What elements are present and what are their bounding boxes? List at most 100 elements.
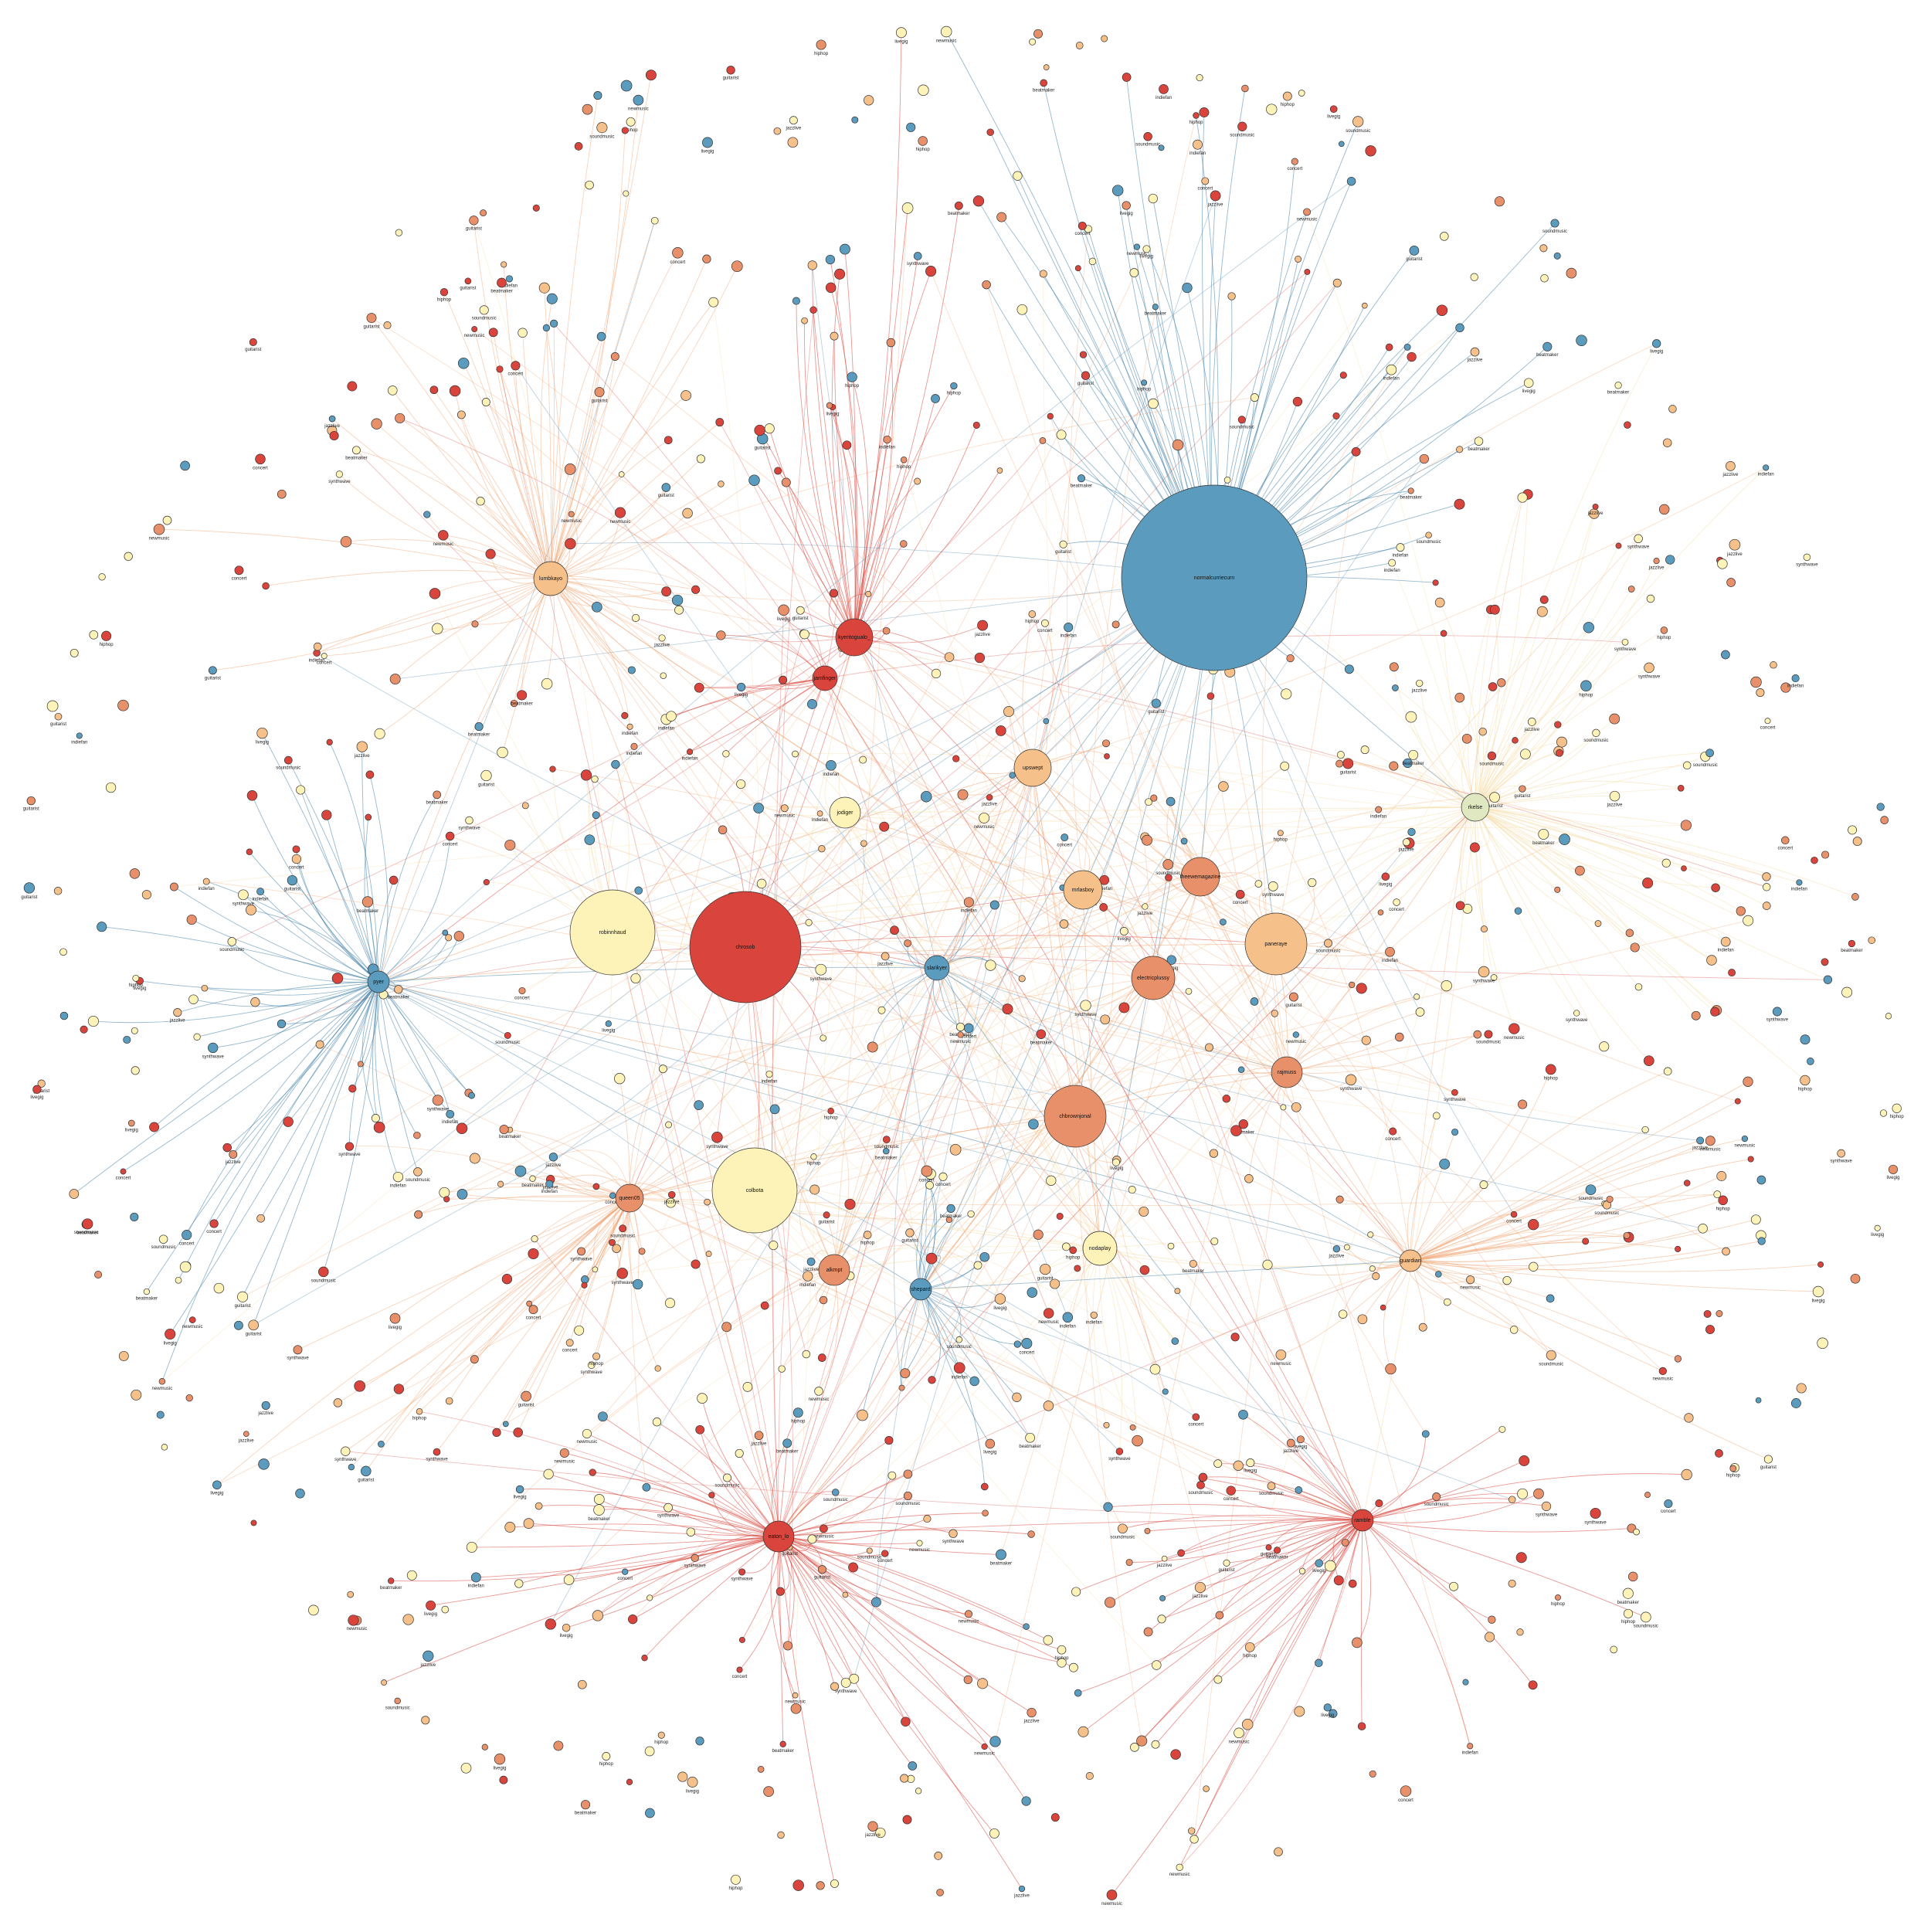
graph-node[interactable] <box>1764 718 1771 725</box>
graph-node[interactable] <box>1268 881 1278 891</box>
graph-node[interactable] <box>1736 906 1746 916</box>
graph-node[interactable] <box>517 690 528 701</box>
graph-node[interactable] <box>1868 936 1875 944</box>
graph-node[interactable] <box>1157 1615 1166 1624</box>
graph-node[interactable] <box>877 1006 886 1014</box>
graph-node[interactable] <box>1129 1424 1136 1431</box>
graph-node[interactable] <box>748 474 760 486</box>
graph-node[interactable] <box>582 104 593 115</box>
graph-node[interactable] <box>671 594 684 606</box>
graph-node[interactable] <box>1451 1128 1459 1136</box>
graph-node[interactable] <box>479 305 489 315</box>
graph-node[interactable] <box>179 1261 192 1273</box>
graph-node[interactable] <box>1484 1030 1493 1039</box>
graph-node[interactable] <box>995 725 1006 736</box>
graph-node[interactable] <box>1105 1597 1116 1608</box>
graph-node[interactable] <box>1104 753 1110 759</box>
graph-node[interactable] <box>1538 828 1549 840</box>
graph-node[interactable] <box>1333 1575 1344 1586</box>
hub-node[interactable] <box>1351 1509 1374 1532</box>
graph-node[interactable] <box>513 1428 523 1438</box>
graph-node[interactable] <box>521 1390 531 1402</box>
graph-node[interactable] <box>1193 139 1203 150</box>
graph-node[interactable] <box>131 1027 138 1034</box>
graph-node[interactable] <box>1800 1075 1811 1086</box>
graph-node[interactable] <box>996 467 1003 474</box>
graph-node[interactable] <box>89 630 99 640</box>
graph-node[interactable] <box>250 997 260 1007</box>
graph-node[interactable] <box>1498 1425 1506 1433</box>
hub-node[interactable] <box>1244 912 1308 976</box>
graph-node[interactable] <box>1772 1007 1782 1017</box>
graph-node[interactable] <box>1380 1304 1386 1311</box>
graph-node[interactable] <box>1039 270 1047 278</box>
graph-node[interactable] <box>442 929 449 936</box>
graph-node[interactable] <box>1170 1749 1181 1760</box>
graph-node[interactable] <box>1592 728 1600 737</box>
graph-node[interactable] <box>773 127 782 135</box>
graph-node[interactable] <box>687 1777 698 1788</box>
graph-node[interactable] <box>559 1448 569 1458</box>
graph-node[interactable] <box>1634 534 1643 544</box>
graph-node[interactable] <box>1074 1265 1081 1272</box>
graph-node[interactable] <box>977 1678 989 1689</box>
graph-node[interactable] <box>1508 1023 1520 1034</box>
graph-node[interactable] <box>1400 1785 1412 1797</box>
graph-node[interactable] <box>1056 430 1067 440</box>
graph-node[interactable] <box>531 1235 538 1243</box>
graph-node[interactable] <box>1517 492 1528 503</box>
graph-node[interactable] <box>1837 1149 1846 1158</box>
graph-node[interactable] <box>1292 396 1303 407</box>
graph-node[interactable] <box>627 666 636 674</box>
graph-node[interactable] <box>149 1122 160 1132</box>
graph-node[interactable] <box>1644 662 1654 674</box>
graph-node[interactable] <box>80 1025 88 1034</box>
graph-node[interactable] <box>593 91 602 100</box>
graph-node[interactable] <box>1497 678 1506 688</box>
graph-node[interactable] <box>1780 682 1791 693</box>
graph-node[interactable] <box>131 1066 140 1075</box>
graph-node[interactable] <box>809 306 817 314</box>
graph-node[interactable] <box>967 1210 975 1218</box>
graph-node[interactable] <box>101 630 112 641</box>
graph-node[interactable] <box>1375 1499 1383 1508</box>
graph-node[interactable] <box>1546 1294 1555 1303</box>
graph-node[interactable] <box>849 1673 860 1684</box>
graph-node[interactable] <box>1013 171 1023 181</box>
graph-node[interactable] <box>1021 1338 1033 1350</box>
graph-node[interactable] <box>996 212 1007 222</box>
graph-node[interactable] <box>1033 29 1043 39</box>
graph-node[interactable] <box>1196 74 1203 82</box>
graph-node[interactable] <box>453 931 464 942</box>
graph-node[interactable] <box>1220 918 1227 925</box>
graph-node[interactable] <box>1888 1164 1899 1174</box>
graph-node[interactable] <box>1377 909 1384 916</box>
graph-node[interactable] <box>1143 1627 1153 1637</box>
graph-node[interactable] <box>258 1458 270 1470</box>
graph-node[interactable] <box>1062 1312 1074 1323</box>
graph-node[interactable] <box>814 1387 823 1396</box>
graph-node[interactable] <box>1230 1125 1242 1136</box>
graph-node[interactable] <box>1582 1238 1590 1245</box>
graph-node[interactable] <box>1606 1195 1614 1204</box>
graph-node[interactable] <box>694 1100 704 1110</box>
graph-node[interactable] <box>222 1143 232 1153</box>
graph-node[interactable] <box>1683 1180 1691 1187</box>
graph-node[interactable] <box>515 1485 524 1494</box>
graph-node[interactable] <box>986 128 994 136</box>
graph-node[interactable] <box>1149 1363 1161 1375</box>
graph-node[interactable] <box>1180 837 1188 845</box>
graph-node[interactable] <box>1074 1689 1082 1697</box>
graph-node[interactable] <box>1633 1528 1640 1536</box>
graph-node[interactable] <box>1634 983 1643 991</box>
graph-node[interactable] <box>1539 244 1548 253</box>
graph-node[interactable] <box>1722 1247 1730 1256</box>
graph-node[interactable] <box>1642 878 1654 889</box>
graph-node[interactable] <box>593 1494 605 1505</box>
graph-node[interactable] <box>610 352 619 361</box>
graph-node[interactable] <box>545 1180 554 1188</box>
graph-node[interactable] <box>143 1288 151 1295</box>
graph-node[interactable] <box>1540 273 1549 283</box>
graph-node[interactable] <box>528 1248 539 1260</box>
graph-node[interactable] <box>1556 736 1567 748</box>
